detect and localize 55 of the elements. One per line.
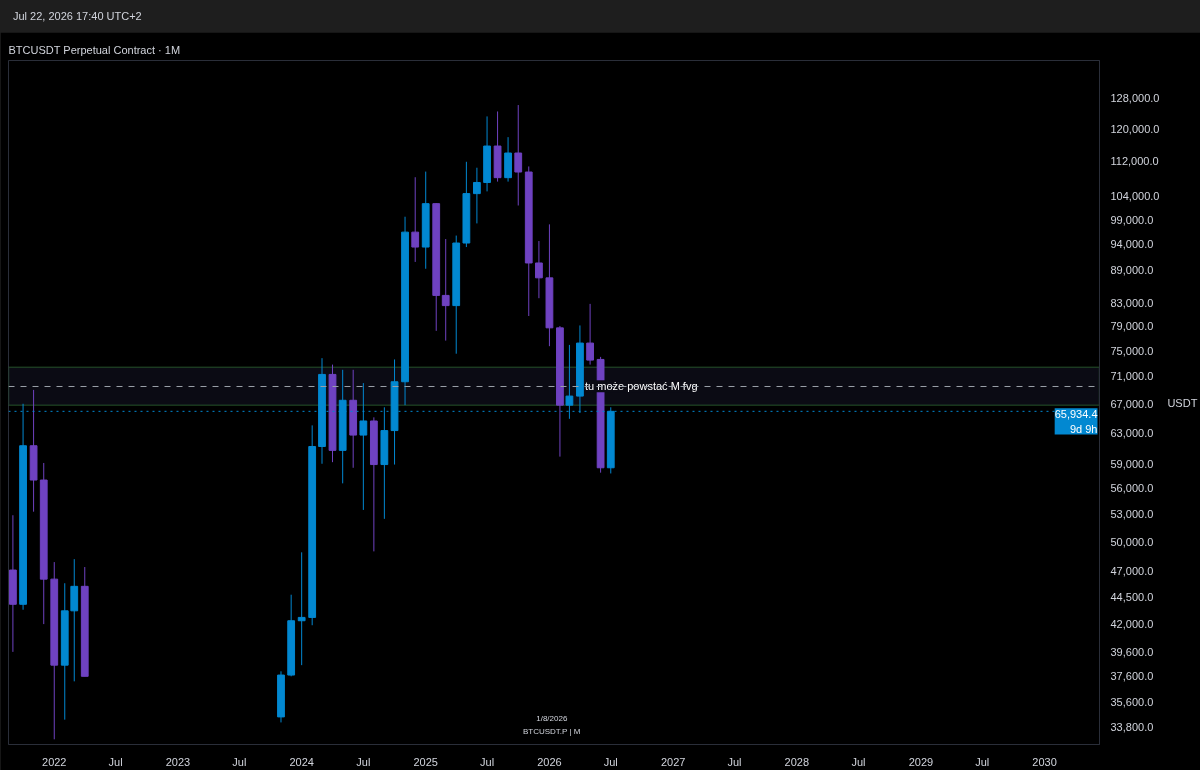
x-tick-label: Jul — [727, 755, 742, 768]
y-tick-label: 75,000.0 — [1110, 344, 1154, 357]
y-tick-label: 67,000.0 — [1110, 397, 1154, 410]
x-tick-label: 2025 — [413, 755, 438, 768]
y-tick-label: 99,000.0 — [1110, 213, 1154, 226]
y-tick-label: 42,000.0 — [1110, 618, 1154, 631]
y-tick-label: 47,000.0 — [1110, 565, 1154, 578]
y-tick-label: 104,000.0 — [1110, 190, 1160, 203]
candlestick — [473, 167, 481, 224]
annotation: 1/8/2026 — [536, 713, 568, 723]
x-tick-label: 2022 — [42, 755, 67, 768]
ref-line-label: 65,934.4 — [1054, 408, 1098, 421]
y-tick-label: 56,000.0 — [1110, 482, 1154, 495]
y-tick-label: 59,000.0 — [1110, 457, 1154, 470]
y-tick-label: 120,000.0 — [1110, 122, 1160, 135]
y-tick-label: 39,600.0 — [1110, 645, 1154, 658]
y-tick-label: 53,000.0 — [1110, 508, 1154, 521]
x-tick-label: 2023 — [165, 755, 191, 768]
x-tick-label: Jul — [480, 755, 495, 768]
x-tick-label: Jul — [851, 755, 866, 768]
x-tick-label: 2030 — [1032, 755, 1057, 768]
annotation: BTCUSDT.P | M — [522, 726, 581, 736]
text: Jul 22, 2026 17:40 UTC+2 — [13, 9, 142, 24]
y-axis-title: USDT — [1167, 396, 1198, 409]
x-tick-label: Jul — [603, 755, 618, 768]
y-tick-label: 71,000.0 — [1110, 370, 1154, 383]
candlestick — [514, 104, 523, 206]
x-tick-label: Jul — [232, 755, 247, 768]
x-tick-label: Jul — [975, 755, 990, 768]
y-tick-label: 83,000.0 — [1110, 296, 1154, 309]
y-tick-label: 35,600.0 — [1110, 696, 1154, 709]
candlestick — [586, 303, 594, 366]
y-tick-label: 112,000.0 — [1110, 155, 1159, 168]
x-tick-label: Jul — [108, 755, 123, 768]
y-tick-label: 128,000.0 — [1110, 92, 1160, 105]
y-tick-label: 89,000.0 — [1110, 263, 1154, 276]
y-tick-label: 50,000.0 — [1110, 535, 1154, 548]
y-tick-label: 63,000.0 — [1110, 426, 1154, 439]
y-tick-label: 79,000.0 — [1110, 320, 1154, 333]
x-tick-label: 2027 — [660, 755, 686, 768]
y-tick-label: 44,500.0 — [1110, 590, 1154, 603]
x-tick-label: 2024 — [289, 755, 314, 768]
y-tick-label: 37,600.0 — [1110, 670, 1154, 683]
y-tick-label: 94,000.0 — [1110, 238, 1154, 251]
x-tick-label: 2028 — [784, 755, 810, 768]
chart-title: BTCUSDT Perpetual Contract · 1M — [8, 43, 181, 56]
candlestick — [411, 176, 420, 263]
x-tick-label: 2026 — [537, 755, 562, 768]
x-tick-label: 2029 — [908, 755, 934, 768]
annotation: 9d 9h — [1069, 422, 1098, 435]
candlestick — [441, 238, 450, 342]
x-tick-label: Jul — [356, 755, 371, 768]
y-tick-label: 33,800.0 — [1110, 720, 1154, 733]
candlestick — [297, 551, 306, 666]
candlestick — [535, 240, 543, 299]
